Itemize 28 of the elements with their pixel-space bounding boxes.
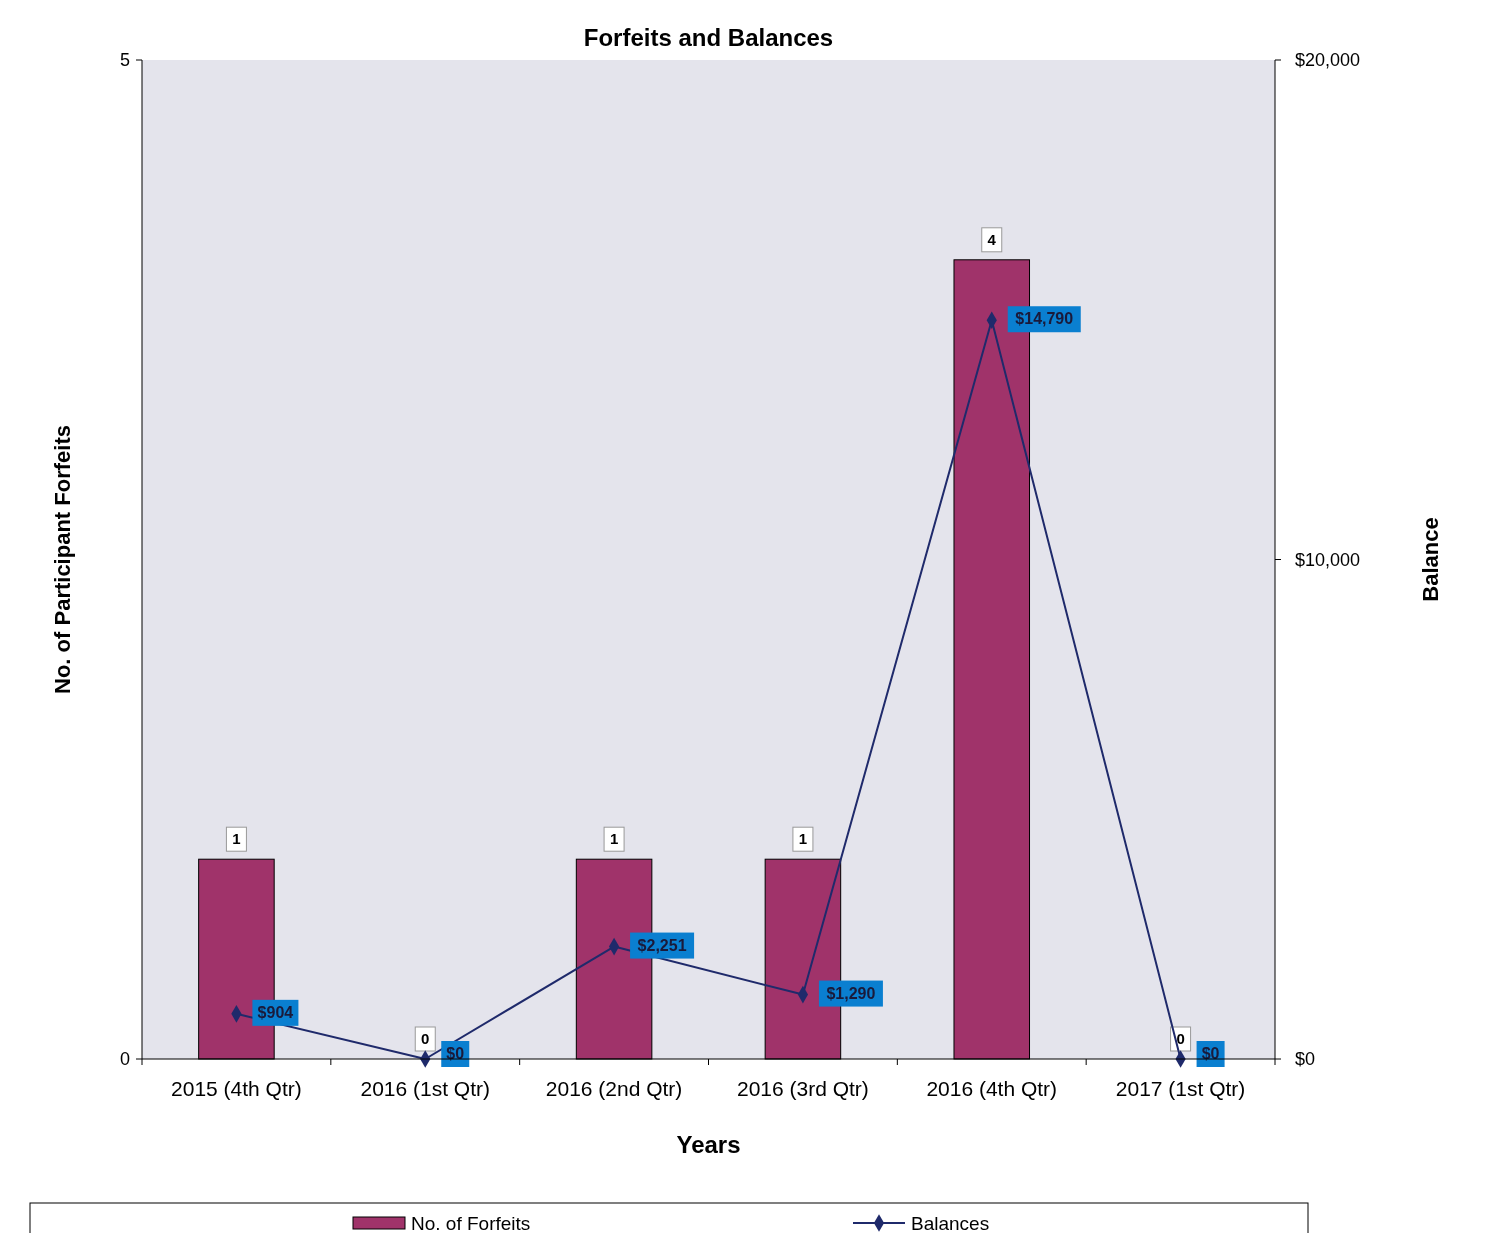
x-tick-label: 2016 (3rd Qtr)	[736, 1077, 869, 1100]
y2-axis-title: Balance	[1418, 517, 1443, 602]
x-tick-label: 2017 (1st Qtr)	[1115, 1077, 1246, 1100]
data-label: 1	[609, 830, 619, 848]
x-tick-label: 2015 (4th Qtr)	[171, 1077, 302, 1100]
legend-label: No. of Forfeits	[411, 1213, 531, 1234]
data-label: $2,251	[637, 936, 687, 954]
y2-tick-label: $0	[1295, 1049, 1316, 1069]
data-label: 1	[232, 830, 241, 848]
data-label: $0	[446, 1045, 465, 1062]
x-tick-label: 2016 (2nd Qtr)	[545, 1077, 683, 1100]
data-label: 0	[1176, 1030, 1185, 1047]
x-axis-title: Years	[676, 1131, 741, 1158]
data-label: 0	[421, 1030, 430, 1047]
chart-title: Forfeits and Balances	[583, 24, 834, 51]
x-tick-label: 2016 (4th Qtr)	[926, 1077, 1058, 1100]
x-tick-label: 2016 (1st Qtr)	[360, 1077, 491, 1100]
data-label: $14,790	[1015, 310, 1074, 328]
y-tick-label: 5	[119, 50, 130, 70]
y2-tick-label: $20,000	[1295, 50, 1361, 70]
data-label: $1,290	[826, 984, 876, 1002]
data-label: $0	[1201, 1045, 1220, 1062]
legend-label: Balances	[911, 1213, 990, 1234]
data-label: 4	[987, 230, 997, 248]
y-axis-title: No. of Participant Forfeits	[50, 425, 75, 694]
y2-tick-label: $10,000	[1295, 549, 1361, 570]
data-label: $904	[257, 1003, 294, 1021]
data-label: 1	[798, 830, 808, 848]
